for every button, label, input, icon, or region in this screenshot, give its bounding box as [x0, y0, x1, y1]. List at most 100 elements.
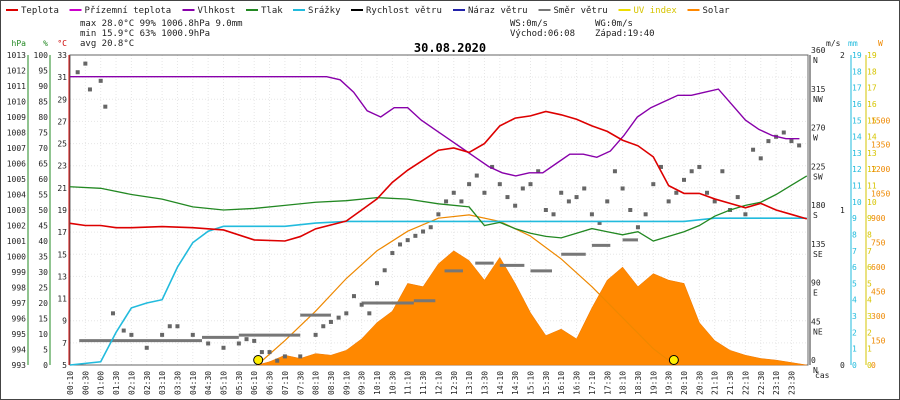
wind-dir-point — [459, 199, 464, 204]
axis-uv-tick: 12 — [867, 165, 877, 174]
axis-direction-label: W — [813, 134, 818, 143]
axis-hpa-tick: 998 — [12, 284, 27, 293]
axis-direction-label: N — [813, 366, 818, 375]
series-solar — [257, 250, 807, 366]
wind-dir-point — [490, 164, 495, 169]
stats-wg: WG:0m/s — [595, 19, 633, 29]
axes: hPa9939949959969979989991000100110021003… — [7, 39, 891, 395]
axis-x-tick: 23:10 — [772, 371, 781, 395]
stats-sunset: Západ:19:40 — [595, 29, 655, 39]
axis-hpa-tick: 1001 — [7, 237, 26, 246]
stats-avg: avg 20.8°C — [80, 39, 134, 49]
wind-dir-point — [267, 350, 272, 355]
wind-dir-point — [536, 169, 541, 174]
wind-dir-point — [375, 281, 379, 286]
axis-mm-tick: 2 — [852, 328, 857, 337]
wind-dir-point — [551, 212, 556, 217]
wind-dir-point — [635, 225, 640, 230]
axis-ms-tick: 1 — [840, 206, 845, 215]
axis-x-tick: 12:30 — [450, 371, 459, 395]
axis-hpa-tick: 1011 — [7, 82, 26, 91]
series-pressure — [69, 175, 808, 242]
axis-mm-tick: 4 — [852, 296, 857, 305]
wind-dir-point — [244, 337, 249, 342]
wind-dir-point — [482, 190, 487, 195]
legend-label: UV index — [634, 6, 678, 16]
axis-ms-tick: 2 — [840, 51, 845, 60]
axis-x-tick: 15:30 — [542, 371, 551, 395]
wind-dir-point — [298, 354, 303, 359]
axis-percent-tick: 95 — [38, 67, 48, 76]
legend: Teplota Přízemní teplota Vlhkost Tlak Srážky… — [6, 6, 730, 16]
wind-dir-point — [390, 251, 395, 256]
axis-direction-label: SE — [813, 250, 823, 259]
wind-dir-point — [758, 156, 763, 161]
axis-temperature-tick: 19 — [57, 206, 67, 215]
axis-watt-tick: 600 — [871, 263, 886, 272]
axis-x-tick: 07:10 — [281, 371, 290, 395]
wind-dir-point — [467, 182, 472, 187]
axis-mm-tick: 19 — [852, 51, 862, 60]
axis-x-tick: 14:30 — [511, 371, 520, 395]
axis-direction-tick: 135 — [811, 240, 826, 249]
wind-dir-point — [628, 208, 633, 212]
wind-dir-point — [589, 212, 594, 217]
wind-dir-point — [543, 208, 548, 212]
axis-temperature-tick: 33 — [57, 51, 67, 60]
axis-hpa-tick: 1012 — [7, 67, 26, 76]
axis-temperature-tick: 9 — [62, 317, 67, 326]
axis-temperature-tick: 31 — [57, 73, 67, 82]
wind-dir-point — [83, 61, 88, 66]
wind-dir-point — [674, 190, 679, 195]
axis-hpa-tick: 1009 — [7, 113, 26, 122]
axis-uv-tick: 10 — [867, 198, 877, 207]
legend-label: Teplota — [21, 6, 59, 16]
wind-dir-point — [436, 212, 441, 217]
axis-temperature-tick: 21 — [57, 184, 67, 193]
axis-percent-tick: 75 — [38, 129, 48, 138]
axis-watt-tick: 150 — [871, 337, 886, 346]
wind-dir-point — [413, 233, 418, 238]
wind-dir-point — [313, 332, 318, 337]
wind-dir-point — [175, 324, 180, 329]
wind-dir-point — [160, 332, 165, 337]
legend-label: Tlak — [261, 6, 283, 16]
axis-watt-tick: 1200 — [871, 165, 890, 174]
axis-direction-tick: 225 — [811, 162, 826, 171]
wind-dir-point — [743, 212, 748, 217]
wind-dir-point — [275, 358, 280, 363]
axis-uv-tick: 1 — [867, 345, 872, 354]
axis-percent-tick: 45 — [38, 222, 48, 231]
axis-direction-tick: 360 — [811, 46, 826, 55]
legend-label: Vlhkost — [198, 6, 236, 16]
wind-dir-point — [474, 173, 479, 178]
wind-dir-point — [129, 332, 134, 337]
wind-dir-point — [797, 143, 802, 148]
axis-x-tick: 21:10 — [711, 371, 720, 395]
axis-direction-tick: 180 — [811, 201, 826, 210]
wind-dir-point — [282, 354, 287, 359]
axis-percent-tick: 40 — [38, 237, 48, 246]
wind-dir-point — [597, 220, 602, 225]
axis-mm-tick: 9 — [852, 214, 857, 223]
wind-dir-point — [520, 186, 525, 191]
axis-mm-tick: 5 — [852, 279, 857, 288]
axis-uv-tick: 9 — [867, 214, 872, 223]
wind-dir-point — [789, 139, 794, 144]
stats-min: min 15.9°C 63% 1000.9hPa — [80, 29, 210, 39]
axis-percent-tick: 5 — [43, 346, 48, 355]
wind-dir-point — [110, 311, 115, 316]
axis-x-tick: 00:30 — [81, 371, 90, 395]
wind-dir-point — [582, 186, 587, 191]
axis-percent-tick: 20 — [38, 299, 48, 308]
axis-temperature-tick: 29 — [57, 95, 67, 104]
axis-watt-tick: 900 — [871, 214, 886, 223]
axis-hpa-tick: 1005 — [7, 175, 26, 184]
axis-mm-tick: 17 — [852, 84, 862, 93]
axis-uv-tick: 2 — [867, 328, 872, 337]
axis-percent-tick: 0 — [43, 361, 48, 370]
wind-dir-point — [359, 302, 364, 307]
axis-hpa-tick: 1010 — [7, 98, 26, 107]
axis-percent-tick: 25 — [38, 284, 48, 293]
